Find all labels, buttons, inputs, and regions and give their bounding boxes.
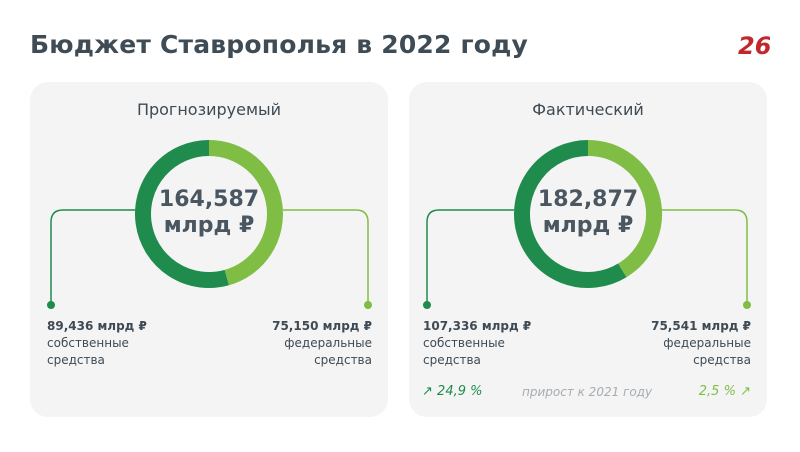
own-slice <box>514 140 627 288</box>
federal-connector-line <box>283 209 369 305</box>
actual-own-caption: собственные средства <box>423 335 505 369</box>
forecast-title: Прогнозируемый <box>136 100 282 119</box>
forecast-total-value: 164,587 <box>158 187 260 212</box>
federal-growth: 2,5 % ↗ <box>699 384 751 399</box>
arrow-up-right-icon: ↗ <box>740 384 751 399</box>
growth-label: прирост к 2021 году <box>522 385 653 399</box>
forecast-federal-caption-line1: федеральные <box>284 336 372 350</box>
page-title: Бюджет Ставрополья в 2022 году <box>30 30 529 59</box>
actual-panel: Фактический 182,877 млрд ₽ 107,336 млрд … <box>409 82 767 417</box>
actual-own-caption-line2: средства <box>423 353 481 367</box>
forecast-own-value: 89,436 млрд ₽ <box>47 319 147 333</box>
forecast-own-caption-line2: средства <box>47 353 105 367</box>
federal-connector-line <box>662 209 748 305</box>
actual-federal-value: 75,541 млрд ₽ <box>651 319 751 333</box>
forecast-federal-caption-line2: средства <box>314 353 372 367</box>
forecast-total-unit: млрд ₽ <box>163 213 255 238</box>
own-slice <box>135 140 229 288</box>
own-connector-dot <box>47 301 55 309</box>
own-connector-dot <box>423 301 431 309</box>
actual-donut-chart <box>423 140 751 309</box>
actual-federal-caption-line2: средства <box>693 353 751 367</box>
forecast-total: 164,587 млрд ₽ <box>139 187 279 239</box>
actual-federal-caption-line1: федеральные <box>663 336 751 350</box>
actual-total-value: 182,877 <box>537 187 639 212</box>
forecast-donut-chart <box>47 140 372 309</box>
actual-own-value: 107,336 млрд ₽ <box>423 319 532 333</box>
own-growth: ↗ 24,9 % <box>422 384 482 399</box>
federal-connector-dot <box>364 301 372 309</box>
own-connector-line <box>50 209 135 305</box>
forecast-federal-value: 75,150 млрд ₽ <box>272 319 372 333</box>
forecast-panel: Прогнозируемый 164,587 млрд ₽ 89,436 млр… <box>30 82 388 417</box>
26-logo: 26 <box>738 32 770 60</box>
actual-federal-caption: федеральные средства <box>663 335 751 369</box>
actual-total: 182,877 млрд ₽ <box>518 187 658 239</box>
own-growth-value: 24,9 % <box>437 384 483 399</box>
federal-slice <box>208 140 283 286</box>
actual-total-unit: млрд ₽ <box>542 213 634 238</box>
own-connector-line <box>426 209 514 305</box>
forecast-own-caption-line1: собственные <box>47 336 129 350</box>
federal-growth-value: 2,5 % <box>698 384 736 399</box>
forecast-own-caption: собственные средства <box>47 335 129 369</box>
svg-text:26: 26 <box>738 32 770 60</box>
actual-own-caption-line1: собственные <box>423 336 505 350</box>
actual-title: Фактический <box>532 100 644 119</box>
federal-connector-dot <box>743 301 751 309</box>
federal-slice <box>587 140 662 278</box>
forecast-federal-caption: федеральные средства <box>284 335 372 369</box>
arrow-up-right-icon: ↗ <box>422 384 433 399</box>
